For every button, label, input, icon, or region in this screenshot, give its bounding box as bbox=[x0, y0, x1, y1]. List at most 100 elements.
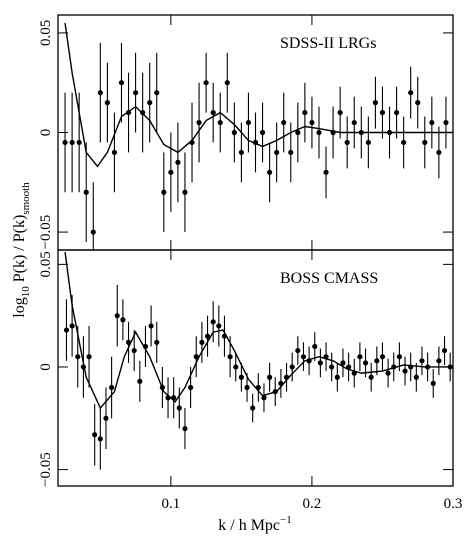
data-point bbox=[408, 90, 414, 96]
data-point bbox=[147, 100, 153, 106]
data-point bbox=[165, 395, 171, 401]
data-point bbox=[83, 189, 89, 195]
data-point bbox=[283, 374, 290, 380]
data-point bbox=[159, 384, 165, 391]
data-point bbox=[111, 149, 118, 156]
data-point bbox=[227, 354, 233, 360]
x-axis-label: k / h Mpc−1 bbox=[218, 514, 292, 534]
data-point bbox=[238, 149, 244, 156]
data-point bbox=[300, 354, 307, 360]
data-point bbox=[274, 149, 280, 156]
data-point bbox=[385, 370, 391, 376]
data-point bbox=[351, 119, 357, 126]
data-point bbox=[267, 374, 273, 380]
data-point bbox=[245, 119, 252, 126]
data-point bbox=[216, 323, 222, 329]
model-curve bbox=[64, 22, 453, 168]
data-point bbox=[62, 139, 68, 146]
data-point bbox=[306, 358, 312, 364]
data-point bbox=[193, 354, 199, 360]
data-point bbox=[97, 436, 103, 442]
data-point bbox=[393, 109, 400, 116]
data-point bbox=[419, 358, 425, 364]
data-point bbox=[210, 319, 216, 325]
data-point bbox=[401, 139, 407, 146]
data-point bbox=[188, 384, 194, 391]
data-point bbox=[323, 169, 329, 175]
data-point bbox=[317, 360, 323, 366]
data-point bbox=[221, 333, 228, 339]
data-point bbox=[109, 384, 115, 391]
data-point bbox=[182, 189, 188, 195]
data-point bbox=[142, 343, 149, 350]
data-point bbox=[379, 109, 386, 116]
data-point bbox=[267, 169, 273, 175]
panel: 0.05 0 −0.05 SDSS-II LRGs bbox=[38, 14, 454, 251]
data-point bbox=[176, 405, 182, 411]
data-point bbox=[90, 229, 96, 235]
data-point bbox=[125, 109, 132, 116]
data-point bbox=[97, 90, 103, 96]
y-tick-label: 0 bbox=[38, 363, 54, 371]
data-point bbox=[425, 364, 431, 370]
data-point bbox=[204, 333, 211, 339]
panel: 0.1 0.2 0.3 0.05 0 −0.05 BOSS CMASS bbox=[38, 249, 462, 512]
data-point bbox=[272, 389, 278, 395]
data-point bbox=[323, 354, 329, 360]
data-point bbox=[340, 360, 346, 366]
data-point bbox=[103, 415, 109, 421]
data-point bbox=[182, 425, 188, 432]
data-point bbox=[196, 119, 202, 126]
data-point bbox=[154, 90, 160, 96]
data-point bbox=[69, 323, 75, 329]
data-point bbox=[288, 149, 294, 156]
panel-annotation: BOSS CMASS bbox=[280, 270, 378, 287]
data-point bbox=[443, 119, 449, 126]
data-point bbox=[368, 374, 374, 380]
data-point bbox=[402, 368, 408, 374]
data-point bbox=[171, 395, 177, 401]
data-point bbox=[329, 364, 335, 370]
y-label-sub: 10 bbox=[20, 286, 32, 298]
data-point bbox=[429, 119, 435, 126]
data-point bbox=[233, 364, 239, 370]
data-point bbox=[210, 109, 216, 116]
data-point bbox=[86, 354, 92, 360]
x-tick-label: 0.2 bbox=[303, 496, 322, 512]
data-point bbox=[413, 374, 419, 380]
plot-frame bbox=[57, 249, 454, 487]
data-point bbox=[161, 189, 167, 195]
data-point bbox=[441, 347, 448, 354]
data-point bbox=[125, 339, 132, 345]
data-point bbox=[281, 119, 287, 126]
data-point bbox=[132, 90, 139, 96]
data-point bbox=[140, 109, 146, 116]
data-point bbox=[365, 139, 371, 146]
data-point bbox=[69, 139, 75, 146]
data-point bbox=[92, 432, 98, 438]
data-point bbox=[76, 139, 82, 146]
y-axis-label: log10 P(k) / P(k)smooth bbox=[11, 182, 32, 318]
x-label-part: k / h Mpc bbox=[218, 517, 280, 534]
data-point bbox=[80, 364, 86, 370]
data-point bbox=[231, 129, 237, 136]
data-point bbox=[358, 129, 364, 136]
data-point bbox=[312, 343, 318, 350]
data-point bbox=[334, 374, 340, 380]
data-point bbox=[295, 129, 301, 136]
data-point bbox=[415, 100, 421, 106]
data-point bbox=[252, 139, 259, 146]
data-point bbox=[189, 139, 195, 146]
data-point bbox=[114, 313, 120, 319]
data-point bbox=[379, 354, 386, 360]
y-label-sub: smooth bbox=[20, 182, 32, 215]
y-tick-label: −0.05 bbox=[38, 452, 54, 487]
panel-annotation: SDSS-II LRGs bbox=[280, 35, 376, 52]
data-point bbox=[148, 323, 154, 329]
data-point bbox=[255, 384, 261, 391]
data-point bbox=[154, 339, 160, 345]
y-tick-label: 0.05 bbox=[38, 251, 54, 277]
data-point bbox=[278, 380, 284, 386]
y-tick-label: 0.05 bbox=[38, 20, 54, 46]
data-point bbox=[217, 119, 223, 126]
